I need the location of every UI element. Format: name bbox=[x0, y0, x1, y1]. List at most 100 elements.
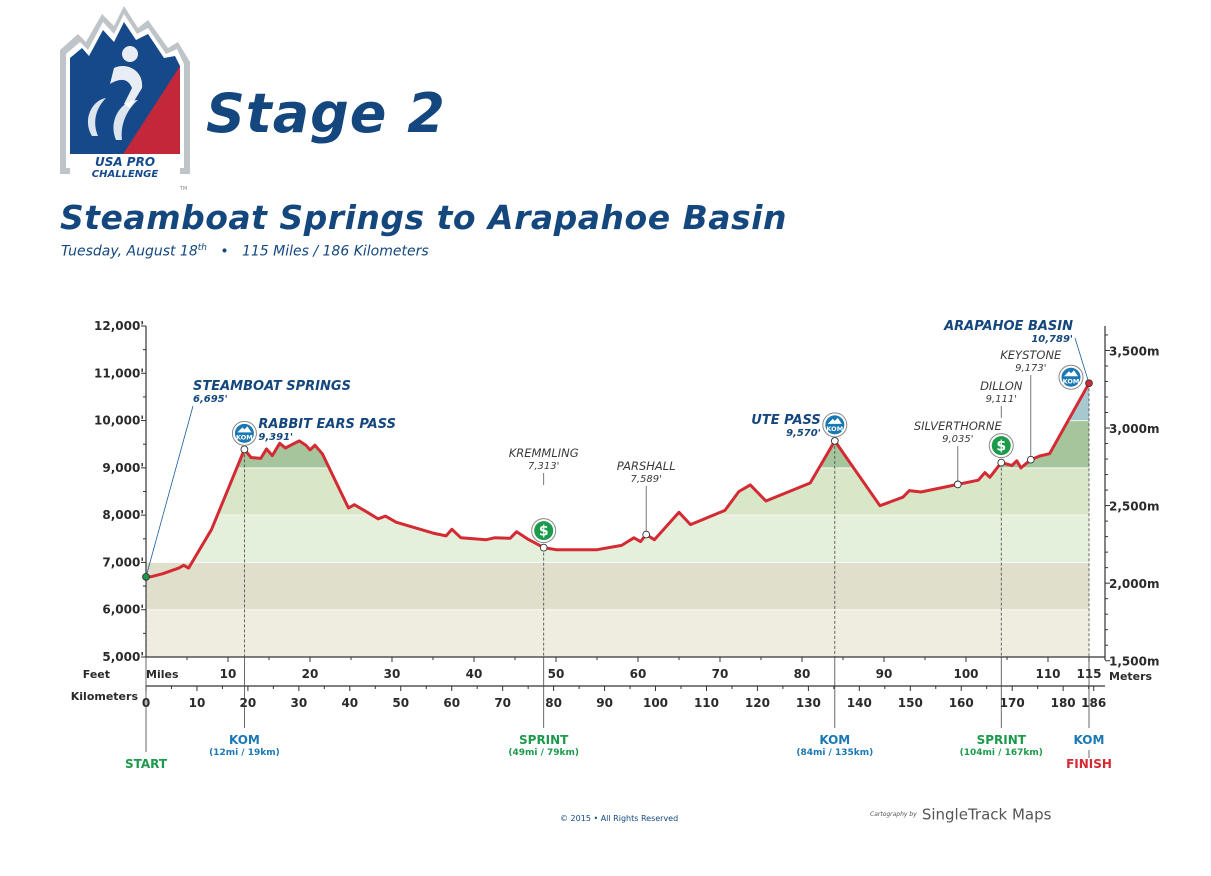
marker-label-kom: KOM bbox=[229, 733, 260, 747]
y-tick-label-ft: 10,000' bbox=[94, 414, 144, 428]
marker-sub-sprint: (104mi / 167km) bbox=[960, 748, 1043, 758]
marker-label-finish: FINISH bbox=[1066, 757, 1112, 771]
x-tick-label-km: 60 bbox=[443, 696, 460, 710]
y-tick-label-ft: 7,000' bbox=[102, 555, 144, 569]
place-label: DILLON bbox=[980, 379, 1023, 393]
icon-badge bbox=[1061, 367, 1081, 387]
stage-title: Stage 2 bbox=[206, 82, 446, 145]
y-tick-label-ft: 8,000' bbox=[102, 508, 144, 522]
x-tick-label-miles: 20 bbox=[302, 667, 319, 681]
gridlines bbox=[146, 372, 1089, 611]
marker-sub-kom: (84mi / 135km) bbox=[796, 748, 873, 758]
x-tick-label-miles: 110 bbox=[1035, 667, 1060, 681]
x-tick-label-km: 10 bbox=[189, 696, 206, 710]
icon-badge bbox=[234, 423, 254, 443]
y-tick-label-ft: 11,000' bbox=[94, 366, 144, 380]
kom-icon: KOM bbox=[822, 412, 848, 438]
x-tick-label-miles: 40 bbox=[466, 667, 483, 681]
y-tick-label-m: 2,000m bbox=[1109, 577, 1159, 591]
logo-trademark: TM bbox=[179, 186, 187, 192]
band-6000-7000 bbox=[146, 563, 1089, 610]
stage-subtitle: Tuesday, August 18th • 115 Miles / 186 K… bbox=[61, 243, 429, 260]
x-tick-label-km: 20 bbox=[240, 696, 257, 710]
x-tick-label-km: 160 bbox=[949, 696, 974, 710]
y-tick-label-m: 1,500m bbox=[1109, 655, 1159, 669]
place-elevation: 9,391' bbox=[258, 432, 293, 443]
place-dot bbox=[1026, 455, 1035, 464]
x-tick-label-km: 110 bbox=[694, 696, 719, 710]
y-tick-label-m: 3,000m bbox=[1109, 422, 1159, 436]
x-tick-label-km: 30 bbox=[291, 696, 308, 710]
place-elevation: 9,035' bbox=[942, 434, 973, 445]
x-tick-label-miles: 70 bbox=[712, 667, 729, 681]
kom-icon-text: KOM bbox=[1063, 377, 1080, 385]
place-dot bbox=[997, 458, 1006, 467]
place-dot bbox=[539, 543, 548, 552]
x-tick-label-miles: 90 bbox=[876, 667, 893, 681]
x-tick-label-miles: 10 bbox=[220, 667, 237, 681]
y-tick-label-ft: 5,000' bbox=[102, 650, 144, 664]
marker-label-sprint: SPRINT bbox=[977, 733, 1027, 747]
x-tick-label-km: 186 bbox=[1081, 696, 1106, 710]
place-dot bbox=[1085, 379, 1093, 388]
marker-label-start: START bbox=[125, 757, 168, 771]
icon-badge bbox=[534, 521, 554, 541]
place-label: SILVERTHORNE bbox=[914, 419, 1003, 433]
place-dot bbox=[642, 530, 651, 539]
icon-badge bbox=[825, 415, 845, 435]
x-tick-label-miles: 30 bbox=[384, 667, 401, 681]
kom-icon: KOM bbox=[1058, 364, 1084, 390]
kom-icon-text: KOM bbox=[826, 425, 843, 433]
place-dot bbox=[240, 445, 249, 454]
x-tick-label-miles: 50 bbox=[548, 667, 565, 681]
place-elevation: 9,111' bbox=[986, 394, 1017, 405]
copyright: © 2015 • All Rights Reserved bbox=[560, 814, 679, 823]
y-tick-label-m: 2,500m bbox=[1109, 500, 1159, 514]
place-label: PARSHALL bbox=[617, 459, 676, 473]
place-label: KREMMLING bbox=[509, 446, 579, 460]
place-dot bbox=[142, 573, 150, 581]
sprint-icon: $ bbox=[988, 433, 1014, 459]
y-tick-label-ft: 9,000' bbox=[102, 461, 144, 475]
x-tick-label-miles: 60 bbox=[630, 667, 647, 681]
x-axis-unit-bottom: Kilometers bbox=[71, 690, 139, 703]
place-label: UTE PASS bbox=[751, 413, 821, 428]
place-label: RABBIT EARS PASS bbox=[258, 417, 396, 432]
place-elevation: 6,695' bbox=[193, 394, 228, 405]
marker-sub-kom: (12mi / 19km) bbox=[209, 748, 280, 758]
place-dot bbox=[830, 437, 839, 445]
place-leader bbox=[145, 405, 194, 577]
x-axis-unit-top: Miles bbox=[146, 668, 179, 681]
x-tick-label-miles: 80 bbox=[794, 667, 811, 681]
place-elevation: 9,173' bbox=[1015, 363, 1046, 374]
usa-pro-challenge-logo: USA PRO CHALLENGE TM bbox=[60, 6, 190, 192]
subtitle-separator: • bbox=[220, 243, 229, 260]
y-tick-label-ft: 12,000' bbox=[94, 319, 144, 333]
stage-distance: 115 Miles / 186 Kilometers bbox=[241, 243, 429, 260]
sprint-icon-text: $ bbox=[996, 439, 1006, 455]
marker-label-kom: KOM bbox=[1074, 733, 1105, 747]
logo-text-line1: USA PRO bbox=[95, 155, 155, 169]
stage-date: Tuesday, August 18 bbox=[61, 243, 198, 260]
sprint-icon: $ bbox=[531, 518, 557, 544]
credit-prefix: Cartography by bbox=[870, 811, 917, 818]
x-tick-label-km: 140 bbox=[847, 696, 872, 710]
sprint-icon-text: $ bbox=[539, 524, 549, 540]
icon-badge bbox=[991, 436, 1011, 456]
place-dot bbox=[953, 480, 962, 489]
x-tick-label-km: 150 bbox=[898, 696, 923, 710]
x-tick-label-km: 90 bbox=[596, 696, 613, 710]
marker-sub-sprint: (49mi / 79km) bbox=[508, 748, 579, 758]
x-tick-label-km: 80 bbox=[545, 696, 562, 710]
x-tick-label-miles: 100 bbox=[953, 667, 978, 681]
marker-label-sprint: SPRINT bbox=[519, 733, 569, 747]
credit-brand: SingleTrack Maps bbox=[921, 805, 1052, 824]
x-tick-label-km: 40 bbox=[341, 696, 358, 710]
y-tick-label-ft: 6,000' bbox=[102, 603, 144, 617]
place-elevation: 10,789' bbox=[1031, 334, 1073, 345]
place-elevation: 9,570' bbox=[786, 428, 821, 439]
climb-sprint-icons: KOM $ KOM $ KOM bbox=[231, 364, 1084, 544]
